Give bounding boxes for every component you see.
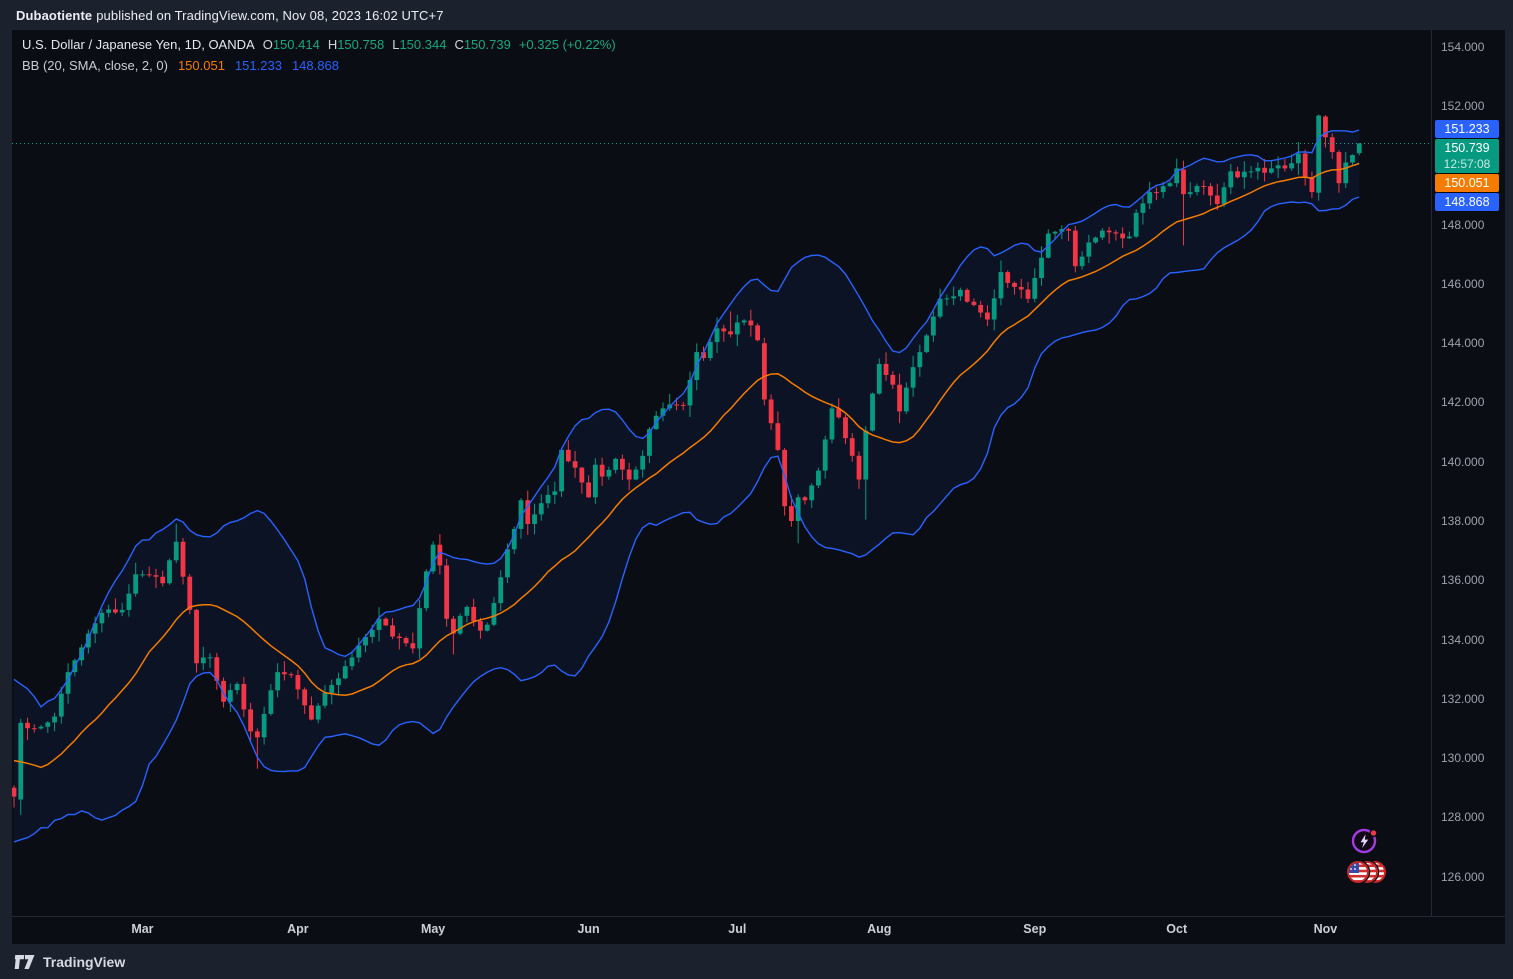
bb-upper-label: 151.233 — [1435, 119, 1499, 138]
bb-basis-label: 150.051 — [1435, 173, 1499, 192]
price-tick: 132.000 — [1441, 691, 1485, 706]
price-tick: 140.000 — [1441, 454, 1485, 469]
last-price-label: 150.739 12:57:08 — [1435, 138, 1499, 173]
price-tick: 130.000 — [1441, 751, 1485, 766]
time-tick-nov: Nov — [1313, 922, 1338, 936]
flag-coins-icon[interactable] — [1344, 858, 1386, 886]
price-tick: 142.000 — [1441, 395, 1485, 410]
attribution-text: published on TradingView.com, Nov 08, 20… — [96, 7, 444, 23]
price-tick: 152.000 — [1441, 99, 1485, 114]
time-tick-aug: Aug — [867, 922, 892, 936]
tradingview-brand[interactable]: TradingView — [43, 953, 126, 970]
attribution-bar: Dubaotiente published on TradingView.com… — [0, 0, 1513, 30]
price-tick: 134.000 — [1441, 632, 1485, 647]
chart-pane[interactable]: U.S. Dollar / Japanese Yen, 1D, OANDA O1… — [12, 30, 1431, 916]
time-tick-jul: Jul — [728, 922, 747, 936]
bar-countdown: 12:57:08 — [1443, 156, 1491, 171]
price-tick: 154.000 — [1441, 39, 1485, 54]
time-tick-may: May — [420, 922, 446, 936]
ideas-flash-icon[interactable] — [1350, 826, 1380, 856]
time-tick-jun: Jun — [577, 922, 600, 936]
tradingview-logo-icon[interactable] — [14, 954, 35, 970]
price-tick: 126.000 — [1441, 869, 1485, 884]
corner-icons — [1339, 826, 1391, 888]
bb-lower-label: 148.868 — [1435, 192, 1499, 211]
price-tick: 138.000 — [1441, 514, 1485, 528]
time-tick-sep: Sep — [1023, 922, 1047, 936]
price-tick: 144.000 — [1441, 336, 1485, 351]
price-tick: 128.000 — [1441, 810, 1485, 825]
time-tick-mar: Mar — [131, 922, 154, 936]
price-tick: 146.000 — [1441, 276, 1485, 291]
time-axis[interactable]: Mar Apr May Jun Jul Aug Sep Oct Nov — [12, 916, 1505, 944]
time-tick-oct: Oct — [1166, 922, 1188, 936]
time-tick-apr: Apr — [287, 922, 309, 936]
price-axis[interactable]: 154.000152.000150.000148.000146.000144.0… — [1431, 30, 1505, 916]
price-tick: 136.000 — [1441, 573, 1485, 588]
tradingview-footer: TradingView — [0, 944, 1513, 979]
candlestick-chart[interactable] — [12, 30, 1431, 916]
price-tick: 148.000 — [1441, 217, 1485, 232]
attribution-author: Dubaotiente — [16, 7, 93, 23]
